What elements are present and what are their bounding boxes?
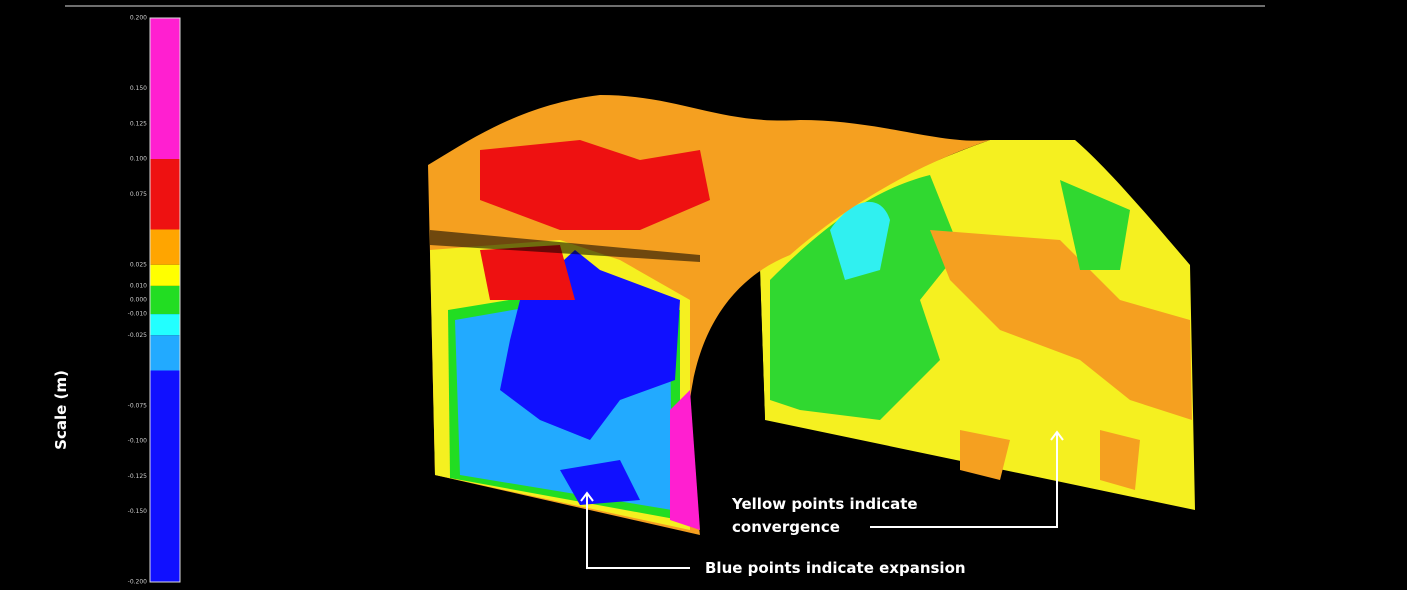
colorbar-segment xyxy=(150,265,180,286)
tick-label: -0.100 xyxy=(128,438,148,445)
colorbar-segment xyxy=(150,230,180,265)
blob xyxy=(480,245,575,300)
tick-label: -0.150 xyxy=(128,508,148,515)
tick-label: 0.075 xyxy=(130,191,147,198)
colorbar-segment xyxy=(150,159,180,230)
tick-label: -0.025 xyxy=(128,332,148,339)
colorbar-segment xyxy=(150,286,180,314)
colorbar-segment xyxy=(150,314,180,335)
tick-label: -0.125 xyxy=(128,473,148,480)
tick-label: 0.010 xyxy=(130,282,147,289)
screen: Scale (m) 0.200 0.150 0.125 0.100 0.075 0.025… xyxy=(0,0,1407,590)
annotation: Yellow points indicate xyxy=(731,495,918,513)
colorbar-label: Scale (m) xyxy=(52,370,70,450)
tick-label: 0.200 xyxy=(130,15,147,22)
colorbar-segment xyxy=(150,18,180,159)
tick-label: 0.100 xyxy=(130,156,147,163)
colorbar-segment xyxy=(150,335,180,370)
tick-label: 0.000 xyxy=(130,297,147,304)
tick-label: -0.200 xyxy=(128,579,148,586)
tick-label: -0.075 xyxy=(128,402,148,409)
annotation: Blue points indicate expansion xyxy=(705,559,966,577)
colorbar-segment xyxy=(150,371,180,583)
tick-label: 0.150 xyxy=(130,85,147,92)
tick-label: 0.025 xyxy=(130,261,147,268)
annotation: convergence xyxy=(732,518,840,536)
tick-label: 0.125 xyxy=(130,120,147,127)
tick-label: -0.010 xyxy=(128,311,148,318)
